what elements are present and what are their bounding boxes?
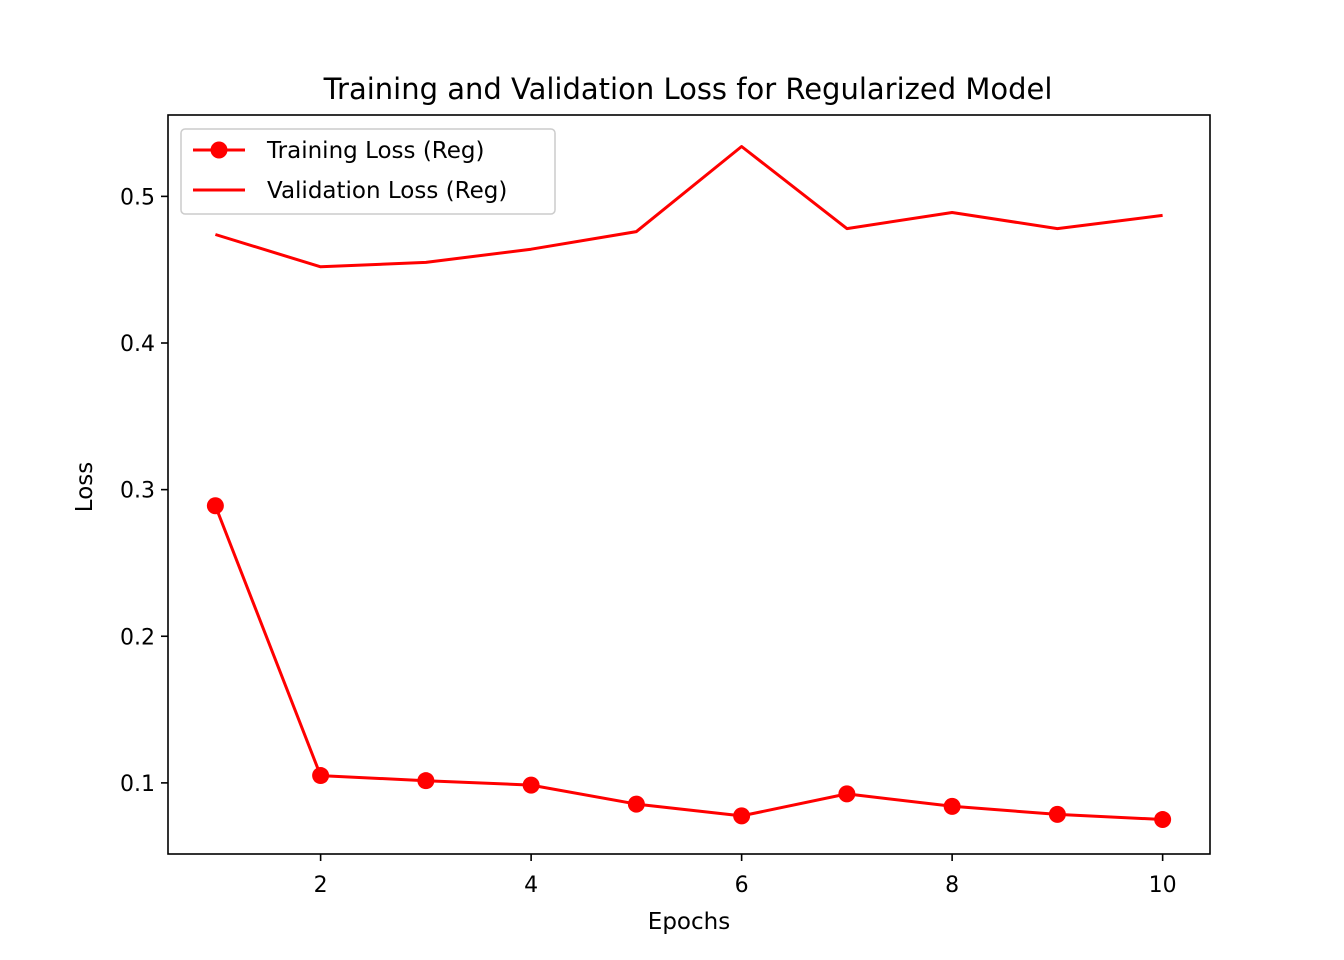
x-tick-label: 2 [314,873,328,898]
legend-marker-training [210,141,228,159]
data-point-training [627,795,645,813]
y-tick-label: 0.1 [120,772,155,797]
x-tick-label: 6 [735,873,749,898]
legend-label-validation: Validation Loss (Reg) [267,178,507,204]
data-point-training [943,797,961,815]
data-point-training [733,807,751,825]
y-tick-label: 0.5 [120,185,155,210]
x-axis-ticks: 2 4 6 8 10 [314,854,1177,898]
data-point-training [417,772,435,790]
series-line-training [214,505,1163,821]
data-point-training [522,776,540,794]
x-tick-label: 4 [524,873,538,898]
data-point-training [312,767,330,785]
x-tick-label: 8 [945,873,959,898]
chart-title: Training and Validation Loss for Regular… [323,72,1053,106]
data-point-training [1048,805,1066,823]
y-tick-label: 0.2 [120,625,155,650]
data-point-training [206,497,224,515]
legend: Training Loss (Reg) Validation Loss (Reg… [180,128,556,215]
plot-area: 2 4 6 8 10 0.1 0.2 0.3 0.4 0.5 [120,114,1211,898]
y-axis-ticks: 0.1 0.2 0.3 0.4 0.5 [120,185,168,797]
legend-label-training: Training Loss (Reg) [266,138,484,164]
x-axis-label: Epochs [648,909,730,935]
series-line-validation [214,145,1163,269]
data-point-training [1154,811,1172,829]
y-tick-label: 0.4 [120,332,155,357]
x-tick-label: 10 [1149,873,1177,898]
y-axis-label: Loss [72,462,98,512]
legend-box [180,128,556,215]
y-tick-label: 0.3 [120,479,155,504]
data-point-training [838,785,856,803]
series-layer [206,145,1172,829]
axes-frame [167,114,1211,855]
